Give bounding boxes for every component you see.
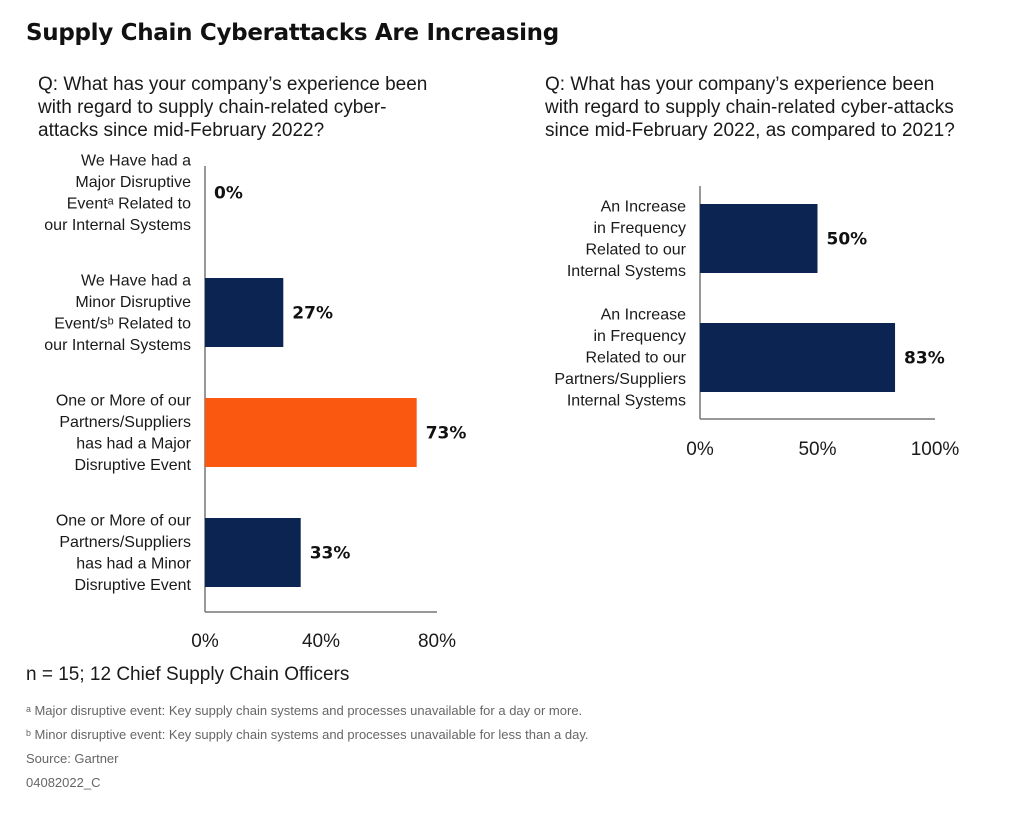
left-chart-bar-3 — [205, 518, 301, 587]
left-chart-value-label-3: 33% — [310, 544, 351, 564]
left-chart-x-tick-label-1: 40% — [302, 631, 340, 652]
left-chart-category-label-2: One or More of our Partners/Suppliers has … — [56, 392, 192, 474]
left-chart-category-label-0: We Have had a Major Disruptive Eventᵃ Rela… — [44, 152, 191, 234]
right-chart-x-tick-label-2: 100% — [911, 439, 960, 460]
left-chart-question: Q: What has your company’s experience be… — [38, 74, 428, 141]
sample-note: n = 15; 12 Chief Supply Chain Officers — [26, 664, 350, 685]
right-chart-x-tick-label-0: 0% — [686, 439, 714, 460]
left-chart-x-tick-label-0: 0% — [191, 631, 219, 652]
right-chart-bar-1 — [700, 323, 896, 392]
footnote-b: ᵇ Minor disruptive event: Key supply cha… — [26, 727, 589, 742]
right-chart-bar-0 — [700, 204, 818, 273]
left-chart-category-label-1: We Have had a Minor Disruptive Event/sᵇ Re… — [44, 272, 191, 354]
figure-code: 04082022_C — [26, 775, 101, 790]
left-chart-x-tick-label-2: 80% — [418, 631, 456, 652]
source-note: Source: Gartner — [26, 751, 119, 766]
right-chart-category-label-0: An Increase in Frequency Related to our Int… — [567, 198, 687, 280]
right-chart-question: Q: What has your company’s experience be… — [545, 74, 955, 141]
left-chart-value-label-1: 27% — [292, 304, 333, 324]
footnote-a: ᵃ Major disruptive event: Key supply cha… — [26, 703, 583, 718]
left-chart-bar-1 — [205, 278, 284, 347]
right-chart-value-label-1: 83% — [904, 349, 945, 369]
right-chart-value-label-0: 50% — [827, 230, 868, 250]
left-chart-bar-2 — [205, 398, 417, 467]
left-chart-value-label-0: 0% — [214, 184, 243, 204]
right-chart-category-label-1: An Increase in Frequency Related to our Par… — [554, 307, 686, 410]
right-chart-x-tick-label-1: 50% — [798, 439, 836, 460]
left-chart-category-label-3: One or More of our Partners/Suppliers has … — [56, 512, 192, 594]
left-chart-value-label-2: 73% — [426, 424, 467, 444]
chart-title: Supply Chain Cyberattacks Are Increasing — [26, 20, 559, 46]
